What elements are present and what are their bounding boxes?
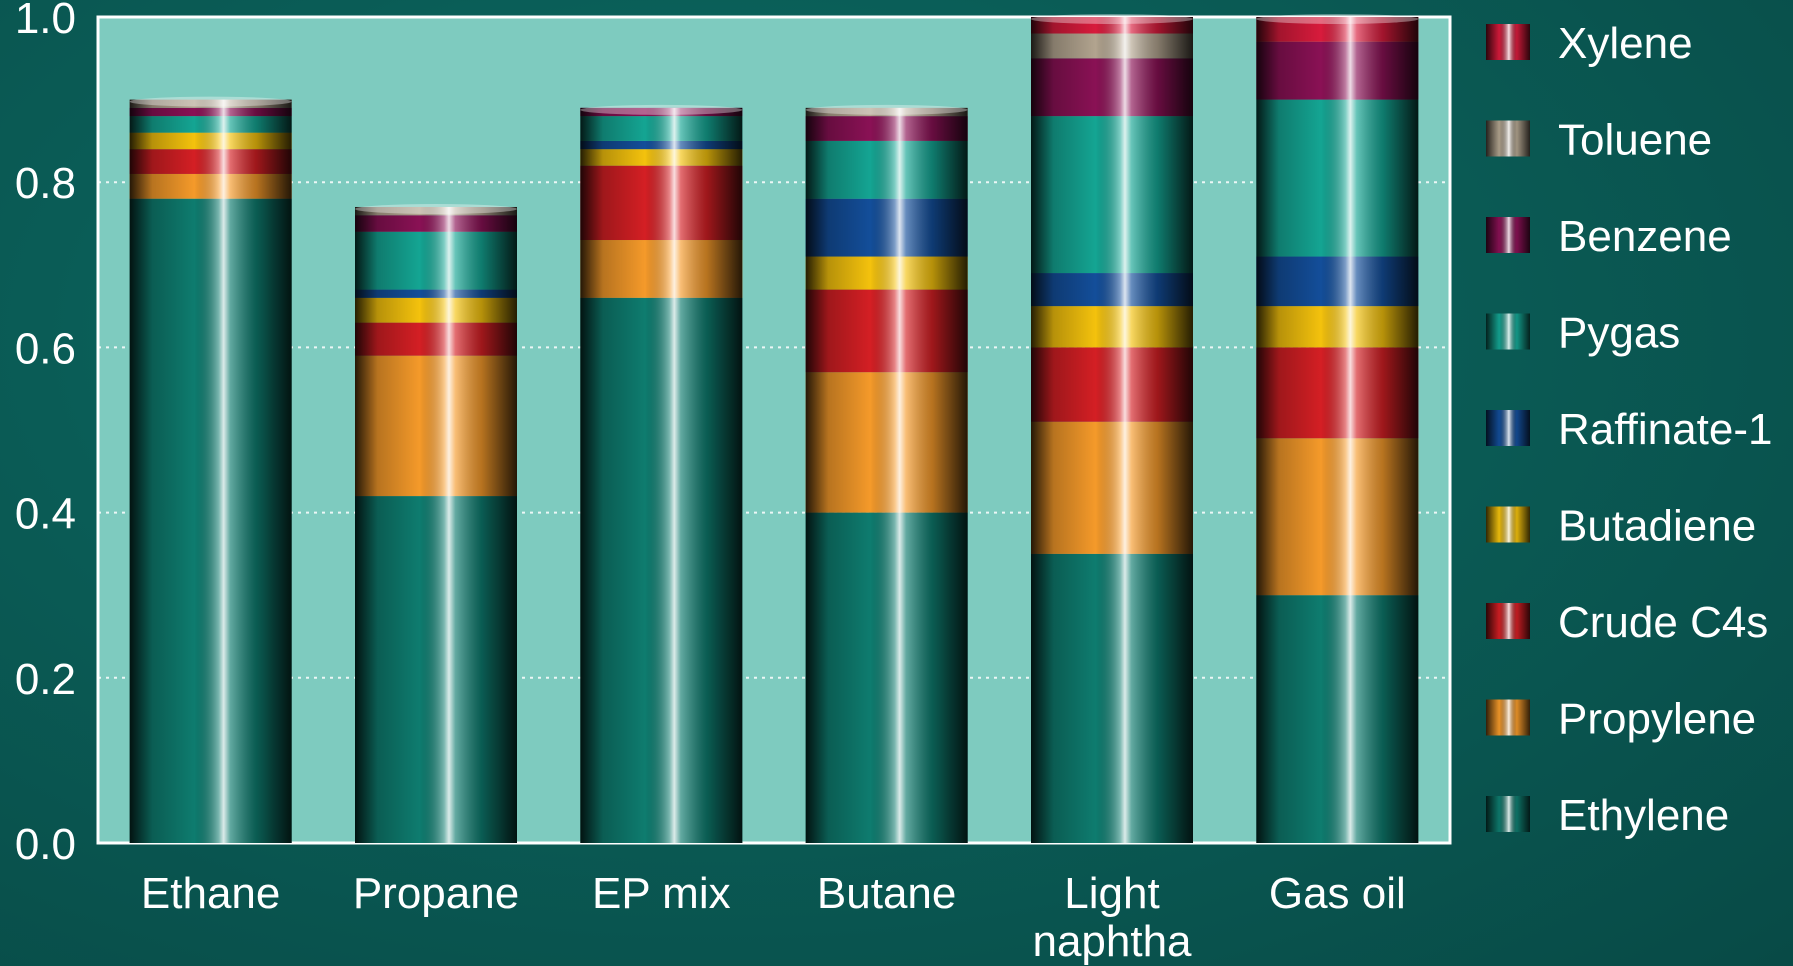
legend-swatch-shading xyxy=(1486,700,1530,736)
x-tick-label: Butane xyxy=(817,869,956,918)
bar-shading xyxy=(806,108,968,843)
y-tick-label: 0.6 xyxy=(15,324,76,373)
bar-stack-propane xyxy=(355,204,517,843)
plot-area xyxy=(98,17,1450,843)
bar-cap xyxy=(806,105,968,115)
bar-cap xyxy=(1031,14,1193,24)
bar-stack-butane xyxy=(806,105,968,843)
legend-item-xylene: Xylene xyxy=(1486,19,1693,68)
x-tick-label: Light xyxy=(1064,869,1159,918)
legend-item-benzene: Benzene xyxy=(1486,212,1732,261)
legend-label: Toluene xyxy=(1558,116,1712,165)
legend-swatch-shading xyxy=(1486,796,1530,832)
legend-item-butadiene: Butadiene xyxy=(1486,502,1756,551)
x-tick-label: naphtha xyxy=(1032,917,1192,966)
y-tick-label: 0.0 xyxy=(15,820,76,869)
legend-item-crude-c4s: Crude C4s xyxy=(1486,598,1768,647)
legend-label: Xylene xyxy=(1558,19,1693,68)
legend-swatch-shading xyxy=(1486,121,1530,157)
x-tick-label: EP mix xyxy=(592,869,731,918)
bar-shading xyxy=(1256,17,1418,843)
x-tick-label: Propane xyxy=(353,869,519,918)
legend-label: Crude C4s xyxy=(1558,598,1768,647)
legend: Xylene Toluene Benzene Pygas Raffinate-1 Buta… xyxy=(1486,19,1772,840)
legend-item-pygas: Pygas xyxy=(1486,309,1680,358)
bar-stack-gas-oil xyxy=(1256,14,1418,843)
legend-label: Ethylene xyxy=(1558,791,1729,840)
legend-item-ethylene: Ethylene xyxy=(1486,791,1729,840)
legend-label: Pygas xyxy=(1558,309,1680,358)
legend-swatch-shading xyxy=(1486,410,1530,446)
y-tick-label: 0.2 xyxy=(15,655,76,704)
legend-item-propylene: Propylene xyxy=(1486,695,1756,744)
bar-shading xyxy=(580,108,742,843)
y-axis-ticks: 0.0 0.2 0.4 0.6 0.8 1.0 xyxy=(15,0,76,869)
legend-swatch-shading xyxy=(1486,24,1530,60)
legend-item-toluene: Toluene xyxy=(1486,116,1712,165)
legend-swatch-shading xyxy=(1486,507,1530,543)
legend-swatch-shading xyxy=(1486,314,1530,350)
y-tick-label: 0.4 xyxy=(15,490,76,539)
legend-item-raffinate-1: Raffinate-1 xyxy=(1486,405,1772,454)
bar-stack-light-naphtha xyxy=(1031,14,1193,843)
y-tick-label: 0.8 xyxy=(15,159,76,208)
bar-stack-ep-mix xyxy=(580,105,742,843)
bar-cap xyxy=(130,97,292,107)
x-tick-label: Gas oil xyxy=(1269,869,1406,918)
bar-shading xyxy=(1031,17,1193,843)
y-tick-label: 1.0 xyxy=(15,0,76,43)
legend-swatch-shading xyxy=(1486,217,1530,253)
bar-cap xyxy=(355,204,517,214)
legend-label: Butadiene xyxy=(1558,502,1756,551)
legend-label: Propylene xyxy=(1558,695,1756,744)
bar-cap xyxy=(1256,14,1418,24)
bar-shading xyxy=(130,100,292,843)
bar-shading xyxy=(355,207,517,843)
bar-stack-ethane xyxy=(130,97,292,843)
legend-label: Benzene xyxy=(1558,212,1732,261)
legend-label: Raffinate-1 xyxy=(1558,405,1772,454)
x-tick-label: Ethane xyxy=(141,869,280,918)
bar-cap xyxy=(580,105,742,115)
legend-swatch-shading xyxy=(1486,603,1530,639)
